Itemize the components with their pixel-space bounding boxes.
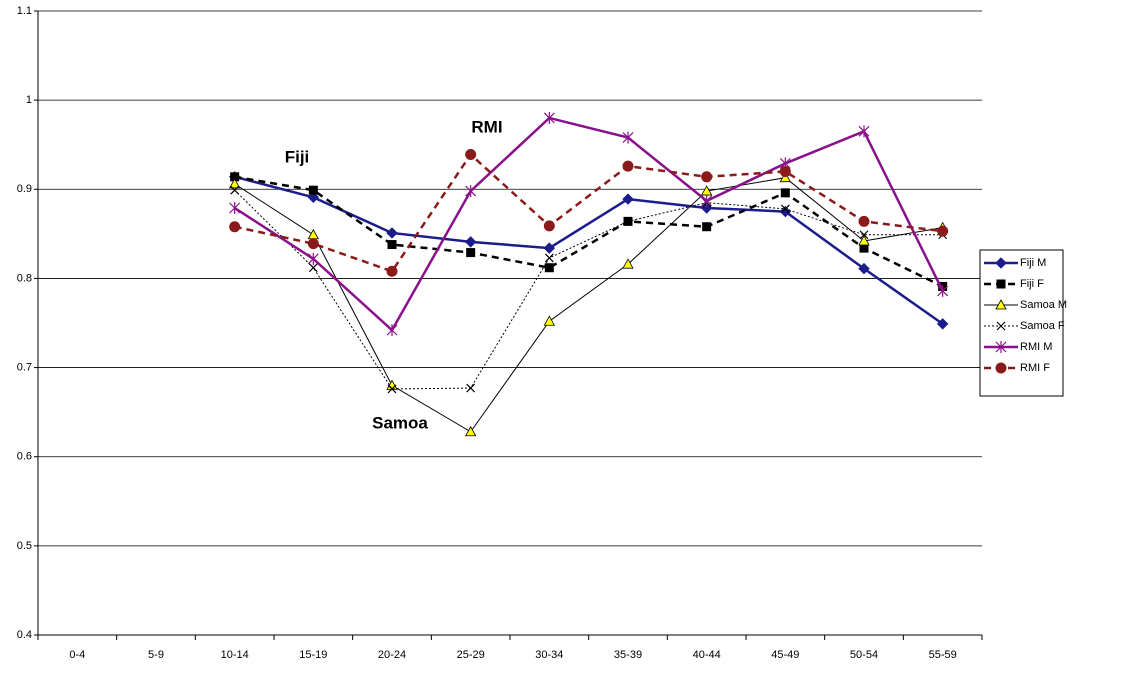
marker [937,284,949,297]
marker [701,171,713,183]
marker [466,248,476,258]
legend-label: RMI M [1020,341,1052,353]
marker [543,111,555,124]
marker [228,178,241,189]
y-tick-label: 1 [26,94,32,106]
marker [995,362,1007,374]
annotation: RMI [471,117,502,136]
x-tick-label: 25-29 [457,649,485,661]
marker [465,149,477,161]
marker [622,258,634,269]
x-tick-label: 30-34 [535,649,563,661]
marker [858,235,870,246]
marker [858,125,870,138]
series-line [234,175,944,288]
marker [544,263,554,273]
y-tick-label: 0.6 [17,451,32,463]
series-line [233,116,944,333]
series-line [234,177,943,433]
series-line [234,189,943,390]
marker [229,202,241,215]
x-tick-label: 40-44 [693,649,721,661]
y-tick-label: 0.9 [17,183,32,195]
marker [702,222,712,232]
marker [780,204,790,214]
marker [859,230,869,240]
marker [544,253,554,263]
series-line [234,175,944,325]
marker [701,194,713,207]
x-tick-label: 15-19 [299,649,327,661]
x-tick-label: 35-39 [614,649,642,661]
y-tick-label: 0.5 [17,540,32,552]
marker [996,279,1006,289]
x-tick-label: 0-4 [69,649,85,661]
legend-label: Fiji F [1020,278,1044,290]
y-tick-label: 1.1 [17,5,32,17]
marker [543,242,556,254]
annotation: Fiji [285,147,310,166]
legend-box [979,249,1064,397]
marker [307,228,320,240]
marker [995,341,1007,353]
marker [779,171,792,183]
marker [464,236,477,248]
marker [387,384,397,394]
marker [387,240,397,250]
marker [779,165,791,177]
legend-label: Samoa M [1020,299,1067,311]
x-tick-label: 55-59 [929,649,957,661]
x-tick-label: 20-24 [378,649,406,661]
marker [386,324,398,337]
marker [995,257,1007,269]
marker [230,185,240,195]
marker [386,265,398,277]
marker [995,299,1007,310]
marker [464,425,477,437]
marker [308,185,318,195]
marker [858,262,870,275]
annotation: Samoa [372,413,428,432]
marker [307,191,320,204]
marker [466,383,476,393]
y-tick-label: 0.7 [17,361,32,373]
marker [622,160,634,172]
marker [937,225,949,237]
marker [622,131,634,144]
marker [386,227,398,239]
marker [229,221,241,233]
x-tick-label: 10-14 [221,649,249,661]
marker [623,216,633,226]
marker [622,193,634,205]
x-tick-label: 50-54 [850,649,878,661]
marker [307,252,319,265]
x-tick-label: 45-49 [771,649,799,661]
marker [543,315,556,326]
marker [936,318,949,330]
marker [543,220,555,232]
series-line [234,152,943,273]
marker [780,188,790,198]
marker [858,215,870,227]
marker [308,263,318,273]
legend-label: RMI F [1020,362,1050,374]
marker [996,321,1006,331]
x-tick-label: 5-9 [148,649,164,661]
y-tick-label: 0.8 [17,272,32,284]
marker [465,185,477,198]
legend-label: Fiji M [1020,257,1046,269]
marker [307,238,319,250]
y-tick-label: 0.4 [17,629,32,641]
legend-label: Samoa F [1020,320,1065,332]
